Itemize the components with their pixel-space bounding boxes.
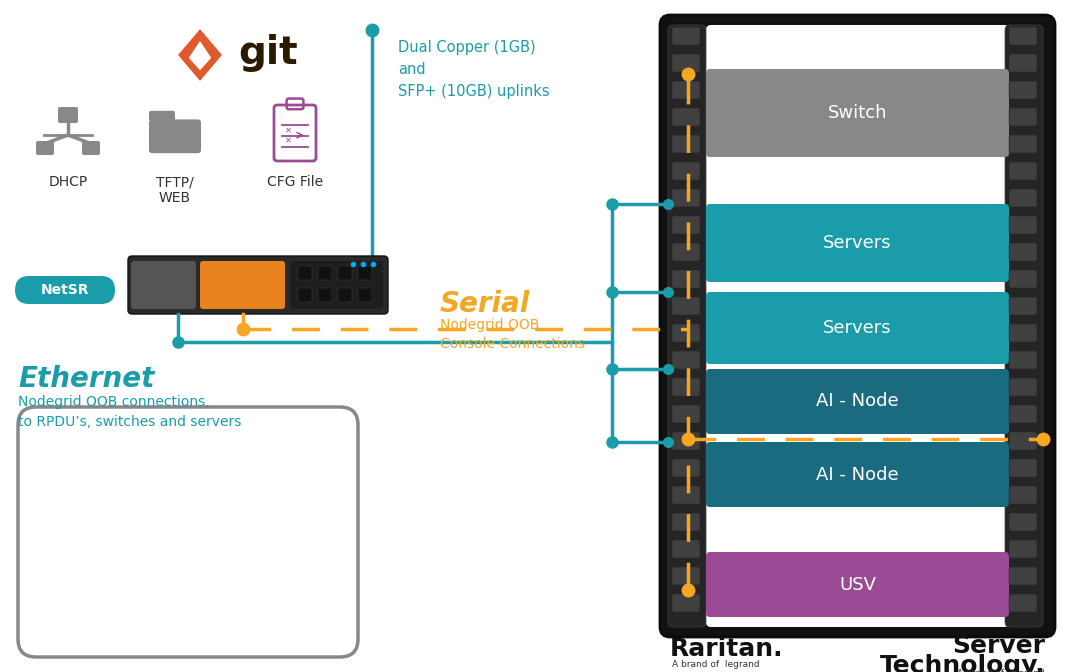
FancyBboxPatch shape [672, 54, 700, 72]
FancyBboxPatch shape [1009, 216, 1037, 234]
Text: ✕: ✕ [284, 125, 292, 134]
FancyBboxPatch shape [1009, 459, 1037, 477]
FancyBboxPatch shape [706, 442, 1009, 507]
FancyBboxPatch shape [1009, 567, 1037, 585]
FancyBboxPatch shape [672, 108, 700, 126]
FancyBboxPatch shape [706, 292, 1009, 364]
Text: Technology.: Technology. [879, 654, 1045, 672]
FancyBboxPatch shape [1009, 513, 1037, 531]
FancyBboxPatch shape [1009, 486, 1037, 504]
FancyBboxPatch shape [318, 288, 332, 302]
FancyBboxPatch shape [672, 27, 700, 45]
FancyBboxPatch shape [58, 107, 78, 123]
Text: Nodegrid OOB
Console Connections: Nodegrid OOB Console Connections [440, 318, 585, 351]
Text: AI - Node: AI - Node [816, 392, 899, 411]
FancyBboxPatch shape [672, 513, 700, 531]
FancyBboxPatch shape [318, 266, 332, 280]
FancyBboxPatch shape [1009, 432, 1037, 450]
Text: TFTP/
WEB: TFTP/ WEB [157, 175, 194, 205]
FancyBboxPatch shape [1005, 25, 1043, 627]
FancyBboxPatch shape [672, 162, 700, 180]
FancyBboxPatch shape [1009, 189, 1037, 207]
FancyBboxPatch shape [672, 432, 700, 450]
FancyBboxPatch shape [1009, 297, 1037, 315]
FancyBboxPatch shape [1009, 81, 1037, 99]
FancyBboxPatch shape [149, 120, 201, 153]
Text: USV: USV [839, 575, 876, 593]
Text: Raritan.: Raritan. [670, 637, 783, 661]
FancyBboxPatch shape [672, 81, 700, 99]
FancyBboxPatch shape [706, 69, 1009, 157]
FancyBboxPatch shape [706, 552, 1009, 617]
FancyBboxPatch shape [18, 407, 357, 657]
FancyBboxPatch shape [1009, 351, 1037, 369]
FancyBboxPatch shape [672, 594, 700, 612]
FancyBboxPatch shape [1009, 54, 1037, 72]
FancyBboxPatch shape [1009, 243, 1037, 261]
FancyBboxPatch shape [1009, 594, 1037, 612]
FancyBboxPatch shape [1009, 405, 1037, 423]
FancyBboxPatch shape [131, 261, 195, 309]
FancyBboxPatch shape [672, 324, 700, 342]
FancyBboxPatch shape [129, 256, 388, 314]
FancyBboxPatch shape [200, 261, 285, 309]
Polygon shape [176, 27, 224, 83]
FancyBboxPatch shape [338, 266, 352, 280]
FancyBboxPatch shape [1009, 540, 1037, 558]
Text: Nodegrid OOB connections,
to RPDU’s, switches and servers: Nodegrid OOB connections, to RPDU’s, swi… [18, 395, 241, 429]
Text: Servers: Servers [823, 319, 892, 337]
Text: Ethernet: Ethernet [18, 365, 154, 393]
Text: A brand of  legrand: A brand of legrand [957, 669, 1045, 672]
FancyBboxPatch shape [672, 486, 700, 504]
FancyBboxPatch shape [672, 540, 700, 558]
FancyBboxPatch shape [1009, 378, 1037, 396]
FancyBboxPatch shape [660, 15, 1055, 637]
FancyBboxPatch shape [706, 25, 1009, 627]
Polygon shape [189, 41, 212, 71]
FancyBboxPatch shape [672, 567, 700, 585]
FancyBboxPatch shape [1009, 162, 1037, 180]
FancyBboxPatch shape [672, 378, 700, 396]
FancyBboxPatch shape [706, 369, 1009, 434]
FancyBboxPatch shape [1009, 27, 1037, 45]
Text: CFG File: CFG File [267, 175, 323, 189]
FancyBboxPatch shape [291, 261, 383, 309]
FancyBboxPatch shape [338, 288, 352, 302]
FancyBboxPatch shape [1009, 108, 1037, 126]
Text: git: git [238, 34, 298, 72]
FancyBboxPatch shape [357, 288, 372, 302]
FancyBboxPatch shape [672, 243, 700, 261]
Text: A brand of  legrand: A brand of legrand [672, 660, 759, 669]
Text: Server: Server [951, 634, 1045, 658]
FancyBboxPatch shape [1009, 270, 1037, 288]
FancyBboxPatch shape [672, 405, 700, 423]
FancyBboxPatch shape [298, 266, 312, 280]
FancyBboxPatch shape [672, 189, 700, 207]
Text: DHCP: DHCP [49, 175, 87, 189]
FancyBboxPatch shape [706, 204, 1009, 282]
Text: NetSR: NetSR [41, 283, 90, 297]
FancyBboxPatch shape [298, 288, 312, 302]
Text: Servers: Servers [823, 234, 892, 252]
Text: ✕: ✕ [284, 136, 292, 145]
Text: Switch: Switch [827, 104, 888, 122]
Text: Serial: Serial [440, 290, 530, 318]
FancyBboxPatch shape [672, 270, 700, 288]
FancyBboxPatch shape [672, 297, 700, 315]
FancyBboxPatch shape [672, 459, 700, 477]
FancyBboxPatch shape [357, 266, 372, 280]
Text: AI - Node: AI - Node [816, 466, 899, 483]
FancyBboxPatch shape [36, 141, 54, 155]
FancyBboxPatch shape [672, 351, 700, 369]
FancyBboxPatch shape [82, 141, 100, 155]
Text: Dual Copper (1GB)
and
SFP+ (10GB) uplinks: Dual Copper (1GB) and SFP+ (10GB) uplink… [399, 40, 550, 99]
FancyBboxPatch shape [669, 25, 706, 627]
FancyBboxPatch shape [1009, 135, 1037, 153]
FancyBboxPatch shape [15, 276, 114, 304]
FancyBboxPatch shape [1009, 324, 1037, 342]
FancyBboxPatch shape [149, 111, 175, 121]
FancyBboxPatch shape [672, 135, 700, 153]
FancyBboxPatch shape [672, 216, 700, 234]
